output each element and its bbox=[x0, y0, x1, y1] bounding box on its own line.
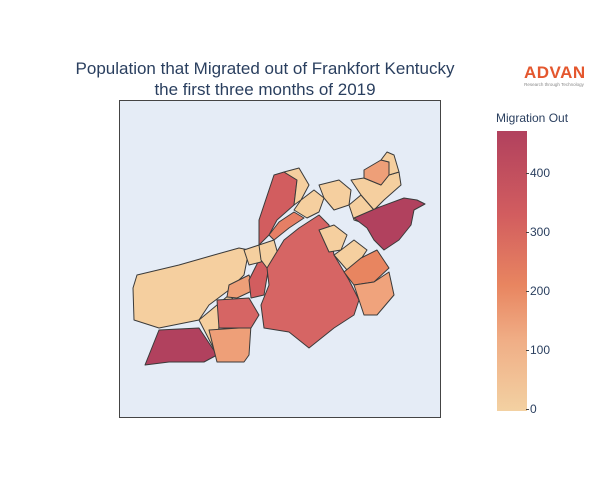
region-south-orange bbox=[208, 324, 252, 363]
region-center-small-orange bbox=[226, 274, 255, 299]
region-north-low-b bbox=[293, 189, 325, 219]
title-line-2: the first three months of 2019 bbox=[154, 80, 376, 99]
region-east-orange-b bbox=[353, 271, 395, 316]
colorbar-tick-100: 100 bbox=[525, 343, 551, 357]
region-central-large bbox=[260, 214, 360, 349]
advan-logo: ADVAN Research through Technology bbox=[524, 63, 586, 88]
title-line-1: Population that Migrated out of Frankfor… bbox=[75, 59, 455, 78]
region-west bbox=[132, 247, 250, 329]
colorbar-tick-200: 200 bbox=[525, 284, 551, 298]
colorbar-tick-0: 0 bbox=[526, 402, 537, 416]
region-northeast-low-a bbox=[318, 179, 352, 211]
region-east-high bbox=[353, 197, 426, 251]
chart-title: Population that Migrated out of Frankfor… bbox=[0, 58, 530, 100]
choropleth-map[interactable] bbox=[119, 100, 441, 418]
colorbar-title: Migration Out bbox=[496, 111, 569, 125]
colorbar-tick-400: 400 bbox=[525, 166, 551, 180]
logo-wordmark: ADVAN bbox=[524, 63, 586, 82]
colorbar-tick-300: 300 bbox=[525, 225, 551, 239]
colorbar bbox=[497, 131, 527, 411]
logo-tagline: Research through Technology bbox=[524, 82, 584, 87]
region-center-west-red bbox=[216, 297, 260, 329]
region-east-low-a bbox=[318, 224, 348, 253]
region-northeast-low-d bbox=[380, 151, 400, 176]
